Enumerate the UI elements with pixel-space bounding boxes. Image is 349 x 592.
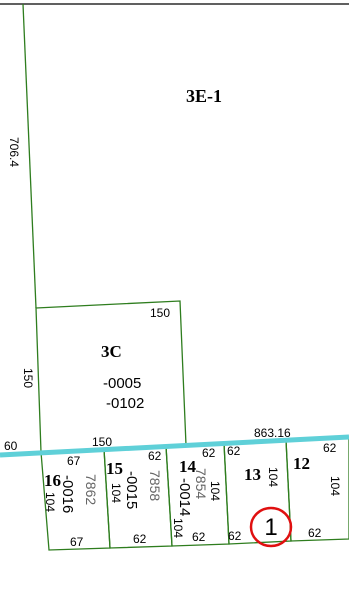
parcel-3e1-west-boundary: [22, 3, 37, 309]
road-dim-total: 863.16: [254, 426, 291, 440]
lot-12-dim-side: 104: [328, 476, 342, 496]
road-dim-left: 60: [4, 439, 18, 453]
lot-15-dim-bottom: 62: [133, 532, 147, 546]
lot-13-dim-bottom: 62: [228, 529, 242, 543]
lot-16-sub: -0016: [59, 475, 76, 513]
lot-12-dim-bottom: 62: [308, 526, 322, 540]
lot-15-dim-side: 104: [109, 483, 123, 503]
lot-16-dim-top: 67: [67, 454, 81, 468]
lot-15-dim-top: 62: [148, 449, 162, 463]
lot-14-dim-side: 104: [208, 481, 222, 501]
location-marker-label: 1: [264, 514, 277, 541]
lot-15-id: 15: [106, 459, 123, 478]
parcel-3c-dim-left: 150: [21, 368, 35, 388]
lot-15-sub: -0015: [123, 471, 140, 509]
parcel-3e1-dim-west: 706.4: [7, 137, 21, 167]
lot-13-dim-side: 104: [266, 467, 280, 487]
lot-13-id: 13: [244, 465, 261, 484]
lot-16-id: 16: [44, 471, 61, 490]
lot-14-id: 14: [179, 457, 197, 476]
lot-14-dim-bottom: 62: [192, 530, 206, 544]
lot-13-dim-top: 62: [227, 444, 241, 458]
lot-15-house: 7858: [147, 470, 163, 501]
lot-12-id: 12: [293, 454, 310, 473]
road-frontage-line: [0, 434, 349, 458]
lot-14-dim-top: 62: [202, 446, 216, 460]
parcel-3c-id: 3C: [101, 342, 122, 361]
parcel-3e1-id: 3E-1: [186, 86, 222, 106]
lot-12-dim-top: 62: [323, 441, 337, 455]
lot-16-house: 7862: [83, 474, 99, 505]
lot-16-dim-side: 104: [43, 492, 57, 512]
lot-16-dim-bottom: 67: [70, 535, 84, 549]
parcel-3c-sub-a: -0005: [103, 375, 141, 392]
location-marker: 1: [249, 506, 293, 548]
parcel-3c-dim-bottom: 150: [92, 435, 112, 449]
parcel-3c-sub-b: -0102: [106, 395, 144, 412]
lot-14-sub: -0014: [176, 478, 193, 516]
lot-14-dim-side-2: 104: [171, 518, 185, 538]
parcel-3c-dim-top: 150: [150, 306, 170, 320]
location-marker-circle: [249, 506, 293, 548]
lot-14-house: 7854: [193, 468, 209, 499]
